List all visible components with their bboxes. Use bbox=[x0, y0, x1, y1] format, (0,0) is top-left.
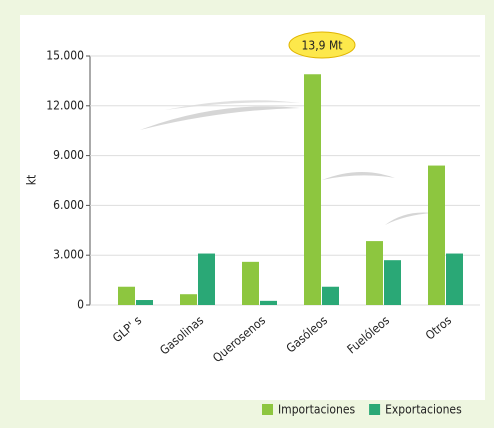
plot-panel bbox=[20, 15, 485, 400]
legend-label: Exportaciones bbox=[385, 403, 462, 417]
decoration bbox=[385, 212, 432, 225]
bar bbox=[180, 294, 197, 305]
bar bbox=[446, 253, 463, 305]
bar bbox=[384, 260, 401, 305]
annotation-badge bbox=[288, 31, 356, 59]
y-tick-label: 15.000 bbox=[46, 49, 84, 63]
y-tick-label: 0 bbox=[77, 298, 84, 312]
decoration bbox=[322, 171, 395, 180]
bar bbox=[304, 74, 321, 305]
annotation: 13,9 Mt bbox=[301, 39, 342, 53]
y-axis-label: kt bbox=[25, 175, 39, 185]
y-tick-label: 3.000 bbox=[53, 248, 84, 262]
bar bbox=[428, 165, 445, 305]
bar bbox=[136, 300, 153, 305]
decoration bbox=[140, 106, 300, 130]
bar bbox=[260, 300, 277, 305]
legend-swatch bbox=[369, 404, 381, 415]
y-tick-label: 12.000 bbox=[46, 98, 84, 112]
legend-label: Importaciones bbox=[278, 403, 355, 417]
bar bbox=[198, 253, 215, 305]
decoration bbox=[165, 100, 300, 110]
y-tick-label: 6.000 bbox=[53, 198, 84, 212]
y-tick-label: 9.000 bbox=[53, 148, 84, 162]
bar bbox=[118, 286, 135, 305]
bar bbox=[366, 241, 383, 305]
bar bbox=[242, 261, 259, 305]
legend-swatch bbox=[262, 404, 273, 415]
bar bbox=[322, 286, 339, 305]
